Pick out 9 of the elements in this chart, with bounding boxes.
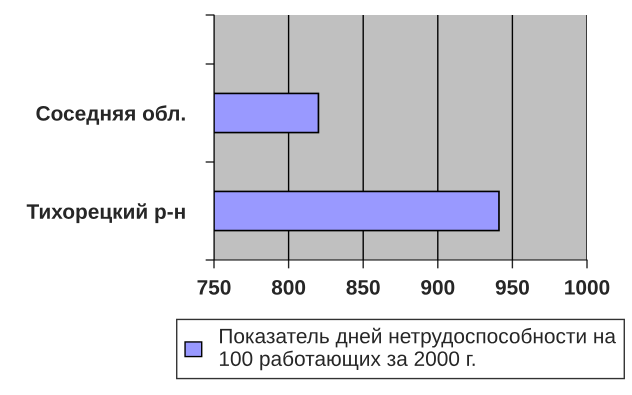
x-tick-label: 1000 [565, 280, 610, 295]
x-tick-label: 800 [272, 280, 306, 295]
x-tick-label: 900 [421, 280, 454, 295]
x-tick-label: 750 [198, 280, 231, 295]
x-tick-label: 850 [346, 280, 380, 295]
legend-label: Показатель дней нетрудоспособности на 100 работающих за 2000 г. [220, 328, 616, 370]
x-tick-label: 950 [496, 280, 529, 295]
y-tick-label: Тихорецкий р-н [26, 203, 185, 224]
y-tick-label: Соседняя обл. [36, 105, 185, 125]
